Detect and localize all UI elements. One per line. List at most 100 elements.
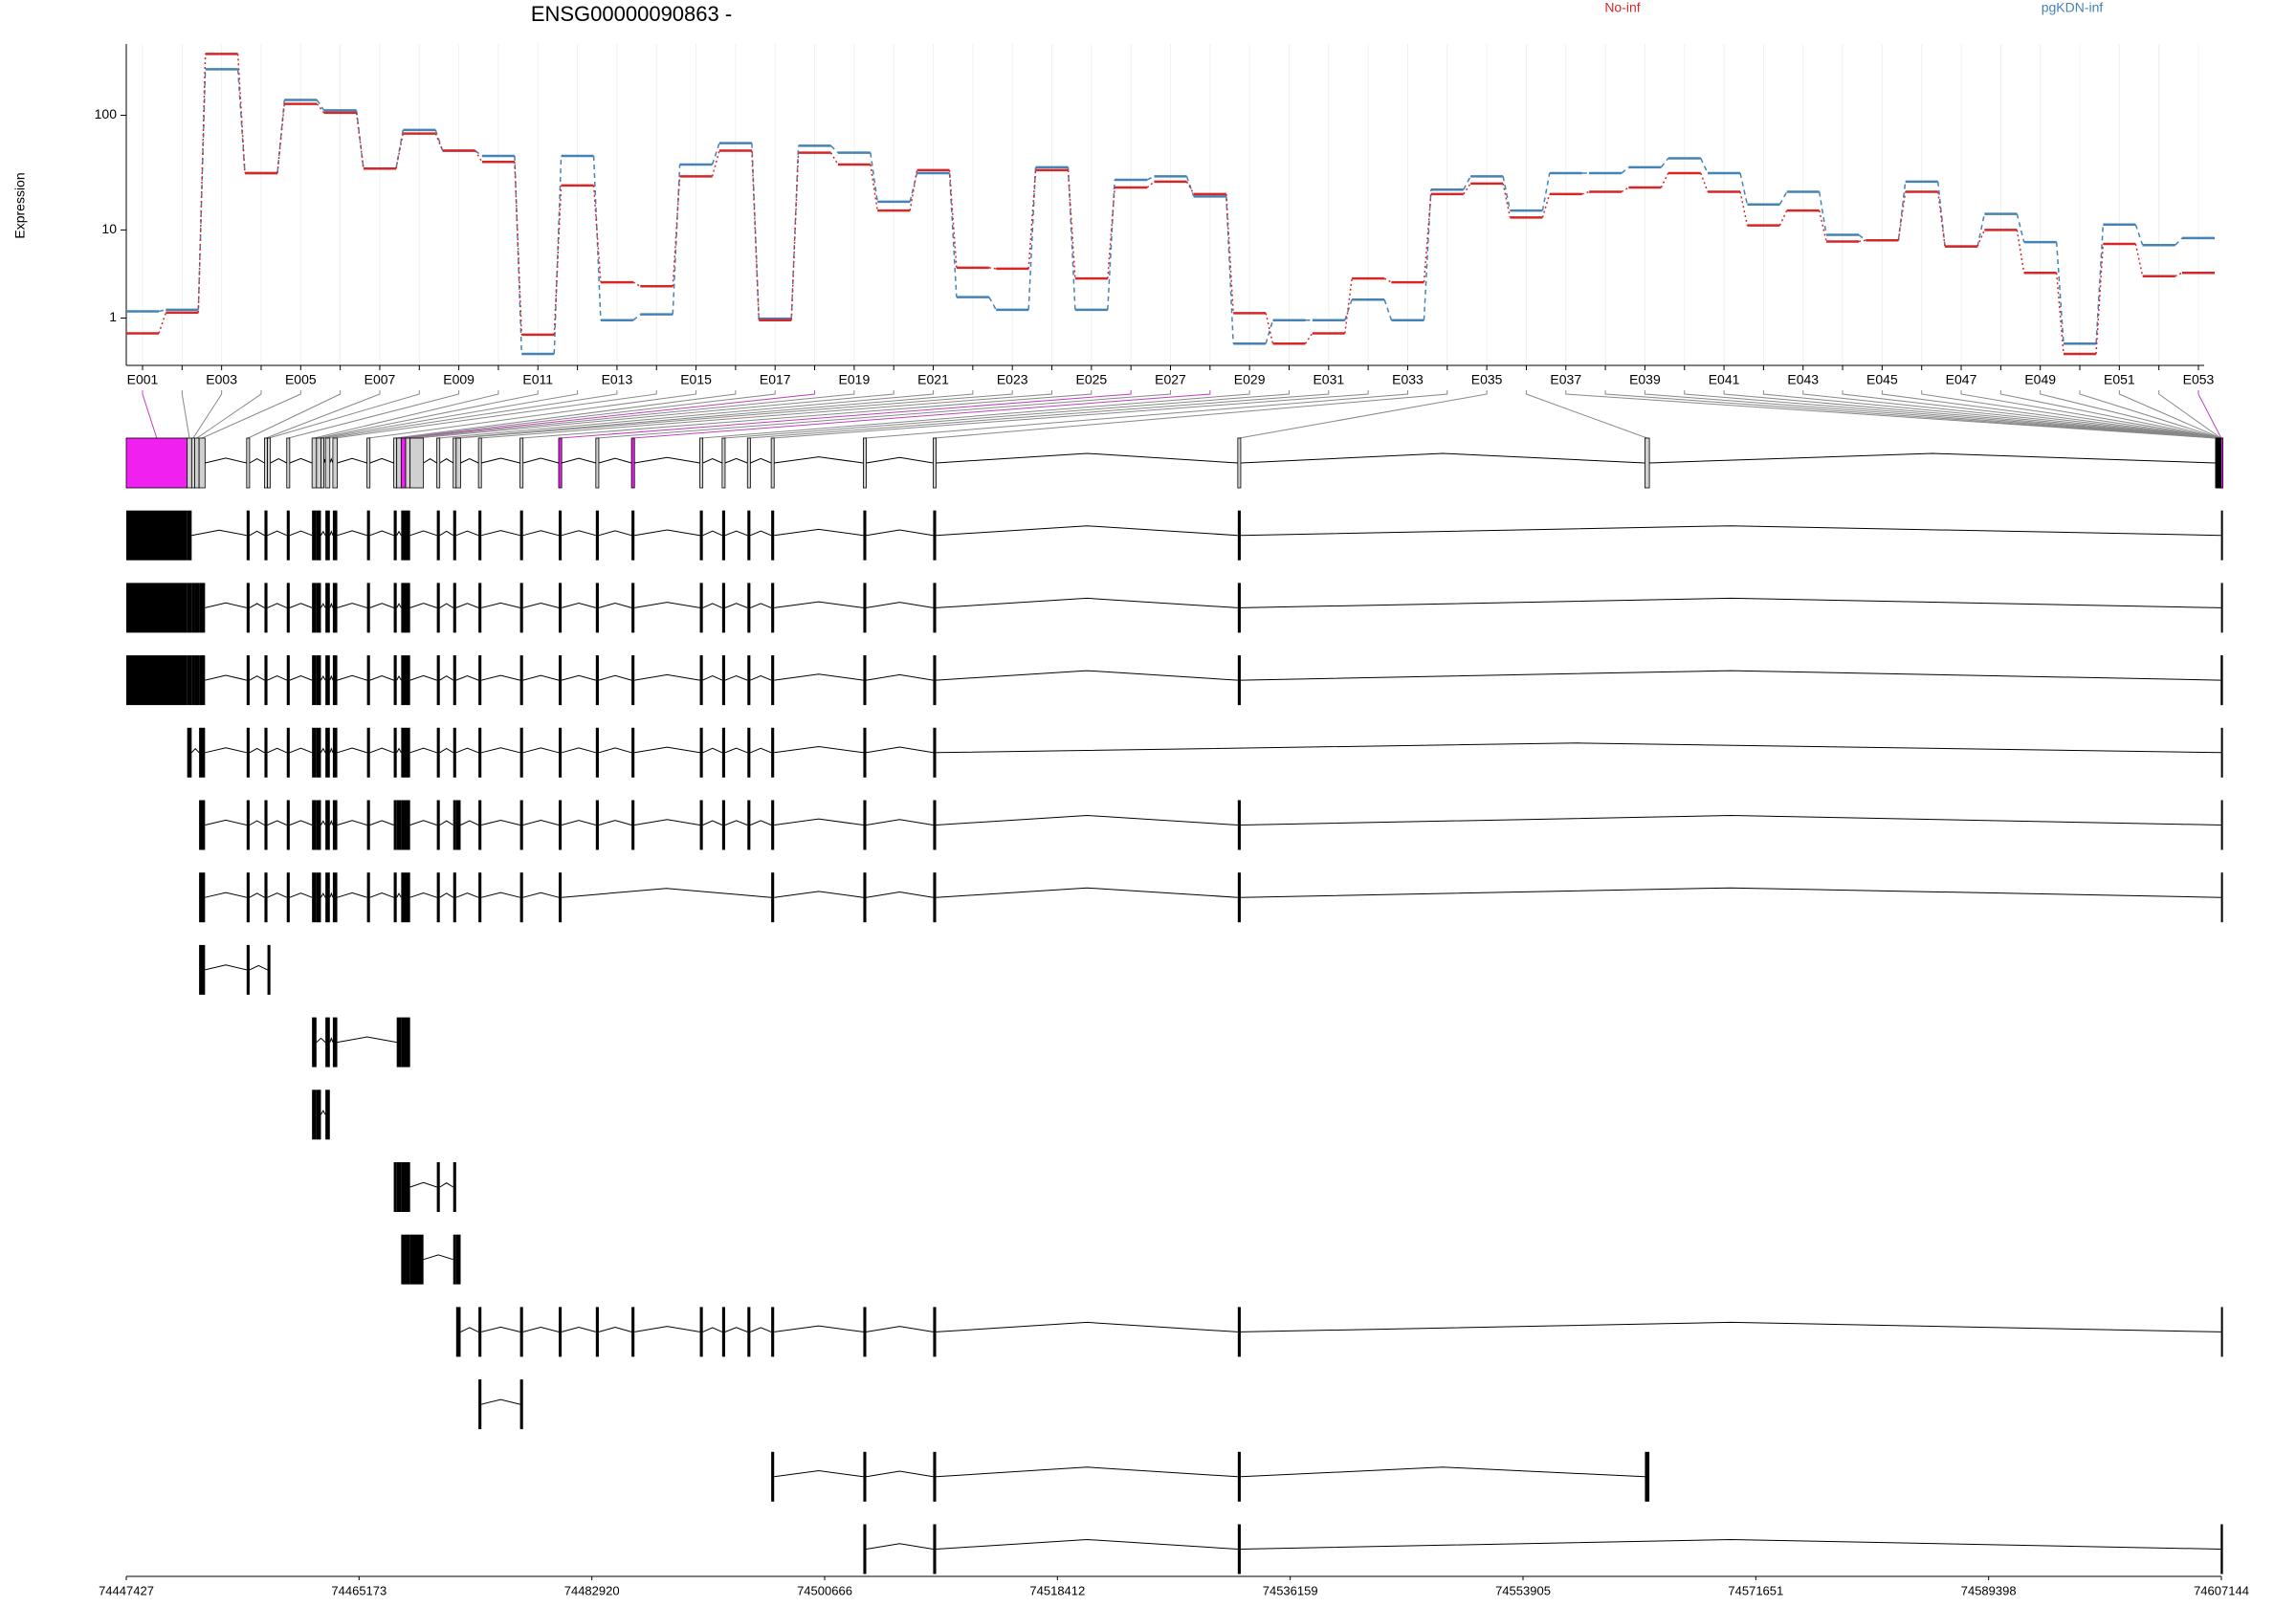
intron bbox=[270, 458, 287, 464]
exon-connector bbox=[1960, 390, 2219, 439]
step-connector bbox=[1897, 181, 1907, 241]
exon bbox=[286, 800, 290, 850]
exon bbox=[316, 800, 321, 850]
exon bbox=[863, 872, 867, 923]
exon bbox=[558, 510, 563, 561]
exon bbox=[246, 583, 250, 633]
exon-connector bbox=[408, 390, 855, 439]
intron bbox=[936, 525, 1238, 537]
step-connector bbox=[553, 185, 563, 335]
exon-connector bbox=[2197, 390, 2222, 439]
exon-connector bbox=[398, 390, 776, 439]
step-connector bbox=[632, 281, 641, 287]
intron bbox=[439, 892, 453, 898]
exon bbox=[409, 1234, 424, 1285]
exon-connector bbox=[403, 390, 816, 439]
exon bbox=[396, 1017, 402, 1068]
step-connector bbox=[1778, 191, 1788, 206]
step-connector bbox=[316, 103, 325, 114]
exon-connector bbox=[268, 390, 420, 439]
step-connector bbox=[948, 172, 958, 297]
exon-connector bbox=[416, 390, 894, 439]
intron bbox=[1240, 1466, 1645, 1478]
step-connector bbox=[1739, 172, 1749, 205]
exon bbox=[1237, 655, 1241, 706]
exon bbox=[863, 583, 867, 633]
exon bbox=[246, 510, 250, 561]
intron bbox=[409, 674, 437, 681]
exon bbox=[2220, 655, 2223, 706]
exon bbox=[519, 437, 524, 489]
exon bbox=[478, 872, 482, 923]
intron bbox=[1240, 525, 2221, 537]
exon-connector bbox=[632, 390, 1211, 439]
exon bbox=[558, 437, 563, 489]
exon bbox=[771, 1451, 775, 1502]
exon bbox=[187, 727, 192, 778]
step-connector bbox=[1463, 183, 1471, 195]
intron bbox=[267, 603, 287, 608]
intron bbox=[409, 747, 437, 754]
exon bbox=[246, 944, 250, 995]
exon bbox=[863, 1307, 867, 1357]
step-connector bbox=[1502, 176, 1512, 211]
intron bbox=[750, 457, 772, 464]
step-connector bbox=[1027, 169, 1037, 269]
intron bbox=[289, 820, 313, 826]
exon bbox=[2220, 800, 2223, 850]
intron bbox=[369, 603, 394, 608]
step-connector bbox=[395, 133, 405, 169]
step-connector bbox=[1858, 233, 1866, 241]
exon bbox=[332, 800, 338, 850]
intron bbox=[522, 457, 560, 464]
exon bbox=[393, 583, 397, 633]
step-connector bbox=[1423, 189, 1432, 320]
exon bbox=[312, 510, 317, 561]
step-connector bbox=[1541, 172, 1551, 211]
exon bbox=[198, 437, 206, 489]
exon bbox=[595, 800, 599, 850]
exon bbox=[933, 437, 937, 489]
x-tick-label: E023 bbox=[997, 372, 1028, 387]
exon bbox=[453, 1234, 456, 1285]
y-tick-label: 100 bbox=[95, 106, 118, 121]
step-connector bbox=[1383, 298, 1393, 320]
exon bbox=[267, 944, 271, 995]
exon-connector bbox=[1921, 390, 2219, 439]
exon bbox=[187, 583, 192, 633]
exon bbox=[595, 655, 599, 706]
step-connector bbox=[1502, 183, 1512, 218]
exon-connector bbox=[1525, 390, 1647, 439]
intron bbox=[936, 887, 1238, 898]
intron bbox=[561, 530, 596, 537]
step-connector bbox=[1027, 166, 1037, 310]
step-connector bbox=[592, 185, 602, 283]
exon bbox=[325, 655, 330, 706]
legend-entry: pgKDN-inf bbox=[2042, 0, 2104, 15]
intron bbox=[455, 674, 479, 681]
intron bbox=[750, 675, 772, 681]
intron bbox=[396, 530, 402, 536]
intron bbox=[249, 675, 265, 681]
intron bbox=[598, 603, 632, 608]
intron bbox=[396, 674, 402, 681]
x-tick-label: E043 bbox=[1787, 372, 1819, 387]
exon bbox=[631, 727, 635, 778]
exon bbox=[286, 510, 290, 561]
exon bbox=[595, 1307, 599, 1357]
intron bbox=[423, 458, 437, 464]
exon bbox=[455, 1234, 461, 1285]
exon bbox=[199, 944, 206, 995]
intron bbox=[205, 674, 247, 681]
exon bbox=[453, 510, 456, 561]
step-connector bbox=[1067, 169, 1076, 279]
intron bbox=[562, 888, 772, 898]
exon bbox=[406, 727, 410, 778]
intron bbox=[561, 747, 596, 754]
intron bbox=[702, 675, 723, 681]
exon bbox=[401, 1162, 407, 1212]
exon-connector bbox=[2079, 390, 2220, 439]
genomic-tick-label: 74607144 bbox=[2194, 1583, 2249, 1597]
exon bbox=[406, 510, 410, 561]
intron bbox=[1649, 452, 2216, 464]
